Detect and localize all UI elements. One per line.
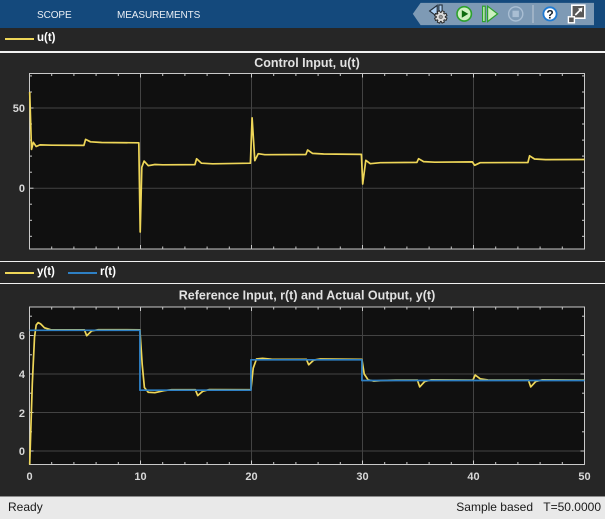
svg-text:Reference Input, r(t) and Actu: Reference Input, r(t) and Actual Output,… <box>179 289 435 303</box>
svg-text:30: 30 <box>356 471 368 483</box>
svg-text:10: 10 <box>134 471 146 483</box>
svg-text:20: 20 <box>245 471 257 483</box>
svg-text:50: 50 <box>13 102 25 114</box>
svg-text:0: 0 <box>19 446 25 458</box>
svg-text:2: 2 <box>19 408 25 420</box>
svg-text:0: 0 <box>26 471 32 483</box>
svg-text:4: 4 <box>19 369 26 381</box>
svg-text:50: 50 <box>578 471 590 483</box>
svg-text:0: 0 <box>19 183 25 195</box>
svg-text:Control Input, u(t): Control Input, u(t) <box>254 56 360 70</box>
svg-text:40: 40 <box>467 471 479 483</box>
svg-text:6: 6 <box>19 331 25 343</box>
svg-text:?: ? <box>546 7 553 21</box>
